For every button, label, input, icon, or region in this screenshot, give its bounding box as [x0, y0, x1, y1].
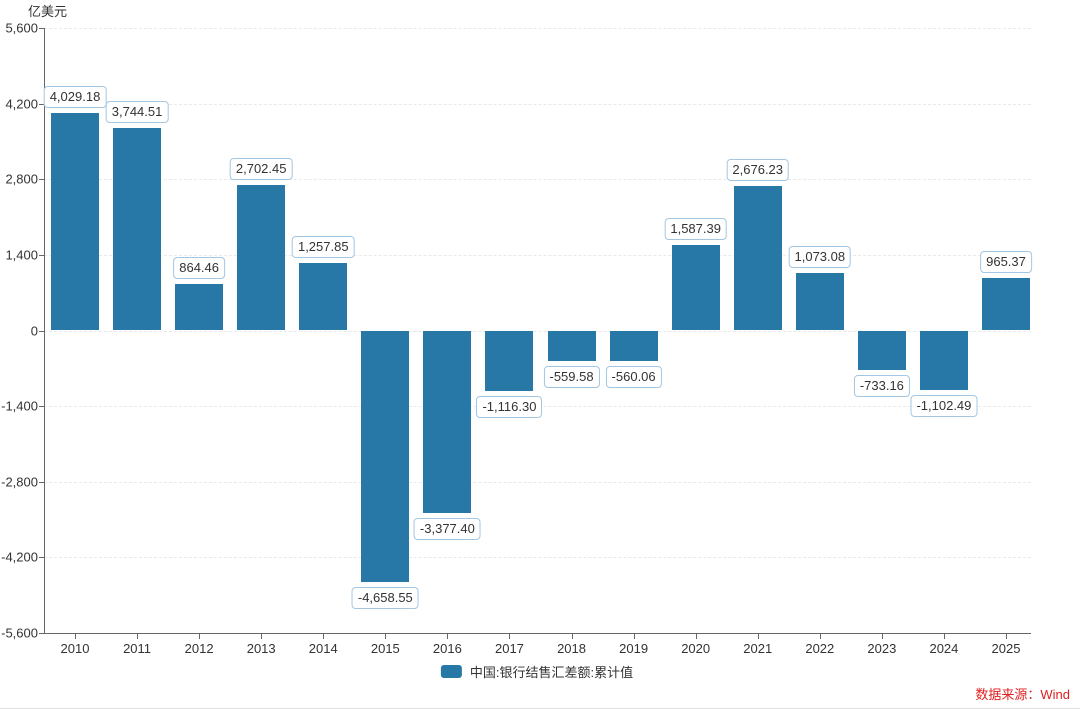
value-label-2013: 2,702.45	[229, 157, 293, 180]
x-tick-mark	[882, 634, 883, 639]
value-label-2021: 2,676.23	[726, 158, 790, 181]
x-tick-label-2014: 2014	[308, 641, 338, 656]
gridline	[44, 331, 1031, 332]
y-tick-mark	[39, 331, 44, 332]
x-tick-mark	[261, 634, 262, 639]
value-label-2015: -4,658.55	[351, 587, 419, 610]
x-tick-label-2022: 2022	[805, 641, 835, 656]
gridline	[44, 104, 1031, 105]
gridline	[44, 179, 1031, 180]
bar-2014[interactable]	[299, 262, 347, 331]
legend-label: 中国:银行结售汇差额:累计值	[469, 665, 634, 680]
x-tick-label-2023: 2023	[867, 641, 897, 656]
x-tick-mark	[1006, 634, 1007, 639]
bar-2011[interactable]	[113, 128, 161, 331]
y-axis-line	[44, 28, 45, 633]
value-label-2018: -559.58	[543, 365, 600, 388]
value-label-2012: 864.46	[173, 256, 226, 279]
value-label-2016: -3,377.40	[413, 517, 481, 540]
y-tick-label: -5,600	[1, 625, 38, 641]
value-label-2010: 4,029.18	[43, 85, 107, 108]
x-tick-mark	[323, 634, 324, 639]
y-tick-mark	[39, 104, 44, 105]
x-tick-label-2011: 2011	[123, 641, 152, 656]
value-label-2011: 3,744.51	[105, 101, 169, 124]
bar-2023[interactable]	[858, 330, 906, 371]
data-source-note: 数据来源：Wind	[975, 687, 1070, 702]
x-tick-label-2012: 2012	[184, 641, 214, 656]
x-tick-label-2017: 2017	[494, 641, 524, 656]
x-tick-mark	[696, 634, 697, 639]
y-tick-label: 2,800	[5, 171, 38, 187]
x-tick-mark	[758, 634, 759, 639]
x-tick-label-2015: 2015	[370, 641, 400, 656]
x-tick-mark	[447, 634, 448, 639]
x-tick-label-2020: 2020	[681, 641, 711, 656]
y-tick-label: 1,400	[5, 247, 38, 263]
gridline	[44, 255, 1031, 256]
bar-2018[interactable]	[548, 330, 596, 361]
bar-2025[interactable]	[982, 278, 1030, 331]
value-label-2014: 1,257.85	[291, 235, 355, 258]
value-label-2022: 1,073.08	[788, 245, 852, 268]
bar-2021[interactable]	[734, 185, 782, 331]
y-tick-mark	[39, 557, 44, 558]
x-tick-mark	[509, 634, 510, 639]
x-tick-label-2010: 2010	[60, 641, 90, 656]
y-tick-mark	[39, 406, 44, 407]
x-tick-mark	[820, 634, 821, 639]
x-tick-mark	[634, 634, 635, 639]
x-tick-label-2013: 2013	[246, 641, 276, 656]
x-tick-label-2021: 2021	[743, 641, 773, 656]
x-tick-mark	[137, 634, 138, 639]
gridline	[44, 557, 1031, 558]
x-tick-label-2025: 2025	[991, 641, 1021, 656]
x-tick-label-2024: 2024	[929, 641, 959, 656]
bar-2016[interactable]	[423, 330, 471, 513]
bar-2010[interactable]	[51, 112, 99, 331]
y-tick-mark	[39, 255, 44, 256]
y-tick-mark	[39, 633, 44, 634]
bar-2022[interactable]	[796, 272, 844, 331]
value-label-2024: -1,102.49	[910, 395, 978, 418]
gridline	[44, 28, 1031, 29]
y-tick-label: 5,600	[5, 20, 38, 36]
x-tick-mark	[385, 634, 386, 639]
y-tick-label: 0	[30, 323, 38, 338]
bar-2024[interactable]	[920, 330, 968, 391]
x-tick-mark	[944, 634, 945, 639]
y-tick-label: -1,400	[1, 398, 38, 414]
bar-2013[interactable]	[237, 184, 285, 331]
value-label-2023: -733.16	[853, 375, 910, 398]
bar-2015[interactable]	[361, 330, 409, 583]
value-label-2019: -560.06	[605, 365, 662, 388]
x-tick-label-2018: 2018	[557, 641, 586, 656]
y-axis-unit-label: 亿美元	[28, 4, 68, 19]
legend-item[interactable]: 中国:银行结售汇差额:累计值	[440, 662, 634, 681]
x-axis-line	[44, 633, 1031, 634]
gridline	[44, 482, 1031, 483]
y-tick-mark	[39, 482, 44, 483]
x-tick-mark	[199, 634, 200, 639]
bar-2017[interactable]	[485, 330, 533, 391]
x-tick-label-2019: 2019	[619, 641, 649, 656]
bar-2020[interactable]	[672, 244, 720, 331]
y-tick-mark	[39, 179, 44, 180]
legend-swatch-icon	[440, 665, 462, 678]
bar-2019[interactable]	[610, 330, 658, 361]
value-label-2025: 965.37	[980, 251, 1032, 274]
y-tick-mark	[39, 28, 44, 29]
value-label-2017: -1,116.30	[476, 395, 543, 418]
bar-2012[interactable]	[175, 283, 223, 331]
y-tick-label: -2,800	[1, 474, 38, 490]
x-tick-mark	[75, 634, 76, 639]
x-tick-label-2016: 2016	[432, 641, 462, 656]
x-tick-mark	[572, 634, 573, 639]
value-label-2020: 1,587.39	[664, 217, 727, 240]
y-tick-label: -4,200	[1, 549, 38, 565]
y-tick-label: 4,200	[5, 96, 38, 112]
